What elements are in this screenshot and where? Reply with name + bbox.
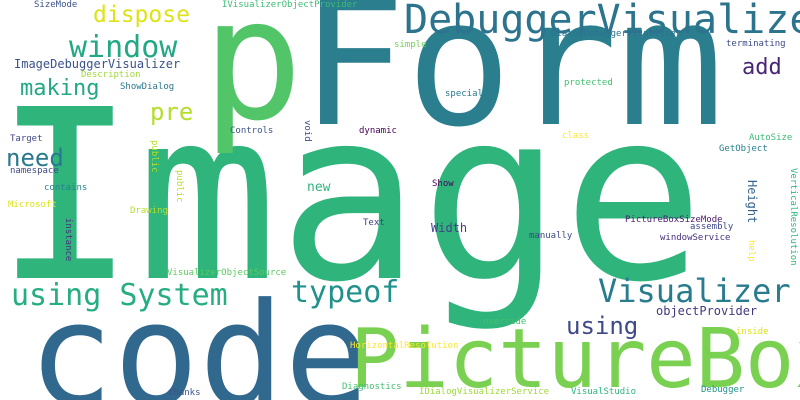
word-special: special — [445, 89, 483, 99]
word-namespace: namespace — [10, 166, 59, 176]
word-override: override — [483, 317, 527, 327]
word-dispose: dispose — [93, 2, 190, 28]
word-terminating: terminating — [726, 39, 786, 49]
word-controls: Controls — [230, 126, 274, 136]
word-imagedebuggervisualizer: ImageDebuggerVisualizer — [14, 57, 181, 71]
word-sure: Drawing — [130, 206, 168, 216]
word-typeof: typeof — [291, 275, 400, 310]
word-autosize: AutoSize — [749, 133, 793, 143]
word-image: Image — [0, 59, 705, 334]
word-height: Height — [745, 180, 759, 224]
word-horizontalresolution: HorizontalResolution — [350, 341, 459, 351]
word-contains: contains — [44, 183, 88, 193]
word-debugger: Debugger — [701, 385, 745, 395]
word-code: code — [28, 273, 370, 400]
word-target: Target — [10, 134, 43, 144]
word-drawing: public — [149, 140, 159, 173]
word-visualizerobjectsource: VisualizerObjectSource — [167, 268, 287, 278]
word-verticalresolution: VerticalResolution — [788, 168, 798, 266]
word-inside: inside — [736, 327, 769, 337]
word-showdialog: ShowDialog — [120, 82, 175, 92]
word-class: class — [562, 131, 590, 141]
word-objectprovider: objectProvider — [656, 304, 758, 318]
word-instance: instance — [63, 218, 73, 262]
word-assembly: assembly — [690, 222, 734, 232]
word-pre: pre — [150, 98, 194, 126]
word-ivisualizerobjectprovider: IVisualizerObjectProvider — [222, 0, 358, 10]
word-width: Width — [431, 221, 468, 235]
word-diagnostics: Diagnostics — [342, 382, 402, 392]
word-dialogdebuggervisualizer: DialogDebuggerVisualizer — [551, 29, 682, 39]
word-add: add — [742, 55, 782, 80]
word-sizemode: SizeMode — [34, 0, 78, 10]
word-window: window — [69, 30, 178, 65]
word-using-system: using System — [11, 278, 228, 313]
word-new: new — [307, 180, 331, 195]
word-public: public — [174, 170, 184, 203]
word-getobject: GetObject — [719, 144, 768, 154]
word-show: Show — [432, 179, 454, 189]
word-windowservice: windowService — [660, 233, 731, 243]
word-void: void — [302, 120, 312, 142]
word-pictureboxsizemode: PictureBoxSizeMode — [625, 215, 723, 225]
word-simple: simple — [394, 40, 427, 50]
word-text: Text — [363, 218, 385, 228]
word-form: Form — [300, 0, 724, 166]
word-protected: protected — [564, 78, 613, 88]
word-visualizer: Visualizer — [598, 272, 791, 310]
word-p: p — [202, 0, 304, 158]
word-idialogvisualizerservice: IDialogVisualizerService — [419, 387, 550, 397]
word-visualstudio: VisualStudio — [571, 387, 637, 397]
word-making: making — [20, 76, 100, 101]
word-debuggervisualizer: DebuggerVisualizer — [404, 0, 800, 43]
word-picturebox: PictureBox — [350, 312, 800, 400]
word-manually: manually — [529, 231, 573, 241]
word-using: using — [566, 312, 639, 340]
word-microsoft: Microsoft — [8, 200, 57, 210]
word-dynamic: dynamic — [359, 126, 397, 136]
word-thanks: thanks — [168, 388, 201, 398]
word-help: help — [746, 240, 756, 262]
word-need: need — [6, 144, 64, 172]
word-description: Description — [81, 70, 141, 80]
